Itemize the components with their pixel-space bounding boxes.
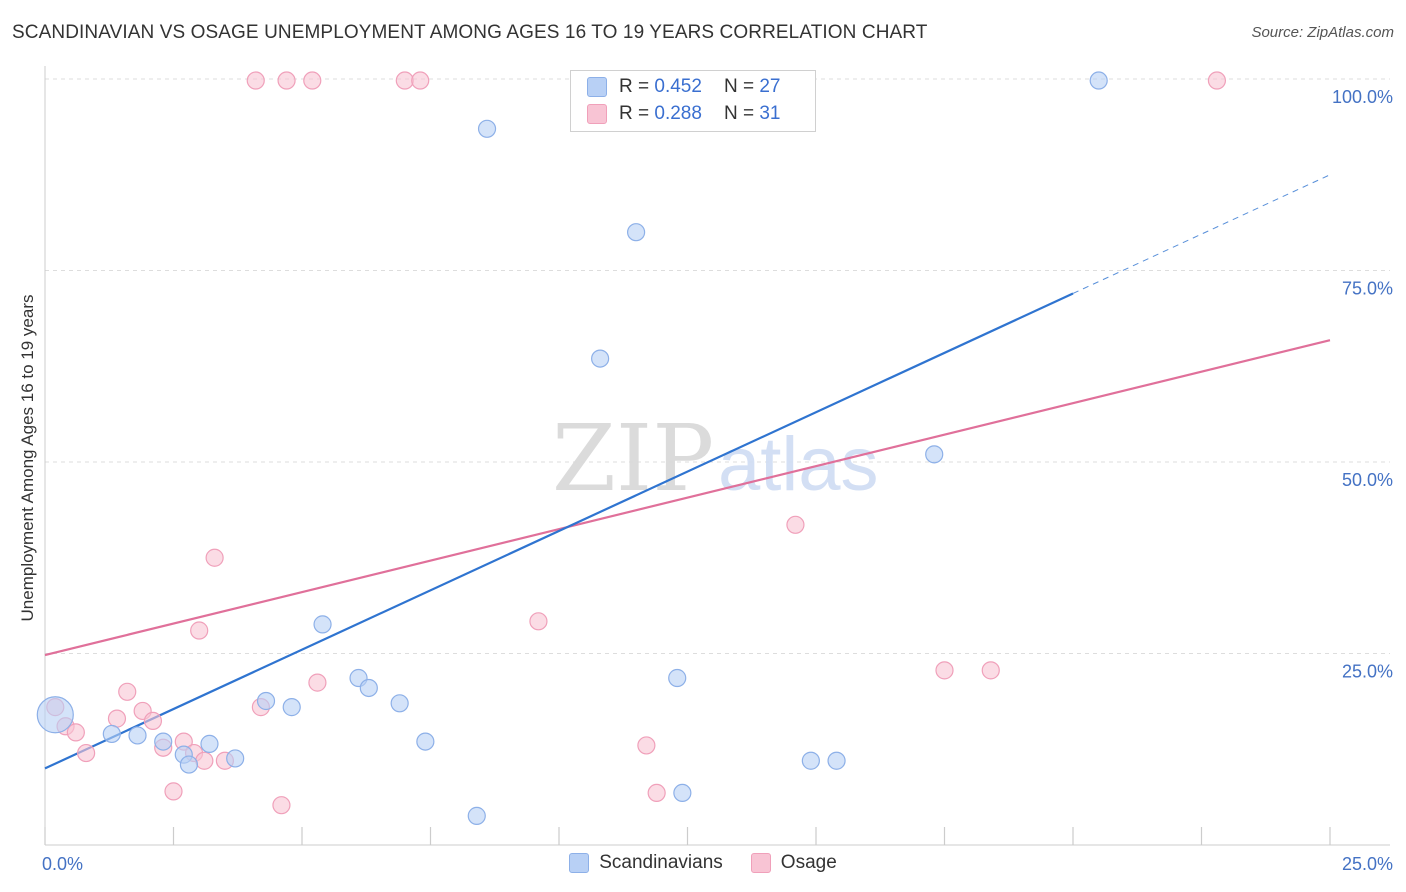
trend-line-osage [44,339,1331,657]
y-tick-label-1: 50.0% [1342,470,1393,490]
legend-label-scandinavians: Scandinavians [599,852,723,873]
watermark-atlas: atlas [718,422,879,507]
point-scandinavians-0 [36,696,74,734]
point-osage-22 [395,71,414,90]
point-scandinavians-15 [467,806,486,825]
point-scandinavians-12 [359,678,378,698]
point-scandinavians-25 [925,445,944,464]
point-scandinavians-8 [256,691,276,711]
point-osage-24 [529,612,548,631]
point-osage-5 [118,682,137,701]
point-osage-30 [1207,71,1227,90]
scandinavians-swatch [587,77,607,97]
point-osage-20 [303,71,322,90]
point-scandinavians-17 [591,349,610,368]
tick-labels: 25.0% 50.0% 75.0% 100.0% 0.0% 25.0% [42,87,1393,874]
point-scandinavians-1 [102,724,121,744]
x-tick-label-0: 0.0% [42,854,83,874]
point-osage-19 [277,71,296,90]
y-tick-label-0: 25.0% [1342,662,1393,682]
point-scandinavians-26 [1089,71,1108,90]
point-osage-28 [935,661,954,680]
point-scandinavians-13 [390,694,409,713]
point-scandinavians-3 [154,732,173,751]
trend-lines [44,174,1331,770]
point-osage-21 [308,673,327,692]
trend-line-scandinavians [44,292,1074,770]
n-value: 27 [759,76,781,97]
series-legend: Scandinavians Osage [0,852,1406,874]
stats-legend: R = 0.452 N = 27 R = 0.288 N = 31 [570,70,816,132]
point-scandinavians-16 [477,119,497,138]
point-osage-7 [143,711,163,731]
n-value: 31 [759,103,781,124]
n-label: N = [723,76,755,97]
point-osage-25 [637,736,656,755]
point-scandinavians-21 [673,783,692,803]
point-osage-29 [981,661,1000,680]
point-scandinavians-2 [128,726,147,745]
n-label: N = [723,103,755,124]
point-scandinavians-6 [200,734,219,753]
r-label: R = [619,103,650,124]
legend-item-osage[interactable]: Osage [750,852,837,874]
point-osage-26 [647,783,666,803]
stats-row-osage: R = 0.288 N = 31 [587,102,780,126]
point-osage-2 [66,723,85,742]
gridlines [45,78,1390,654]
point-osage-3 [77,743,96,763]
osage-legend-swatch [750,853,771,873]
x-tick-label-1: 25.0% [1342,854,1393,874]
point-osage-12 [190,621,209,640]
stats-row-scandinavians: R = 0.452 N = 27 [587,75,780,99]
trend-line-scandinavians-extension [1072,174,1331,294]
r-value: 0.288 [654,103,702,124]
chart-title: SCANDINAVIAN VS OSAGE UNEMPLOYMENT AMONG… [12,22,928,43]
point-osage-16 [246,71,265,90]
point-scandinavians-23 [801,751,820,770]
data-points [36,71,1227,825]
watermark: ZIP atlas [552,405,879,512]
point-scandinavians-9 [282,698,301,717]
point-scandinavians-20 [668,668,687,688]
legend-label-osage: Osage [780,852,837,873]
point-scandinavians-14 [416,732,435,751]
r-value: 0.452 [654,76,702,97]
osage-swatch [587,104,607,124]
point-osage-9 [164,782,183,801]
scandinavians-legend-swatch [569,853,590,873]
point-osage-14 [205,548,224,567]
point-osage-23 [411,71,430,90]
y-tick-label-3: 100.0% [1332,87,1393,107]
point-scandinavians-5 [179,755,199,774]
point-osage-18 [272,796,291,815]
legend-item-scandinavians[interactable]: Scandinavians [569,852,723,874]
point-osage-4 [107,709,127,728]
point-scandinavians-19 [626,223,646,242]
source-credit: Source: ZipAtlas.com [1251,24,1394,41]
point-scandinavians-7 [226,749,245,768]
point-osage-27 [786,515,805,534]
point-scandinavians-10 [313,615,332,634]
point-scandinavians-24 [827,751,846,770]
y-tick-label-2: 75.0% [1342,279,1393,299]
watermark-zip: ZIP [552,405,714,512]
point-osage-13 [195,751,214,770]
r-label: R = [619,76,650,97]
